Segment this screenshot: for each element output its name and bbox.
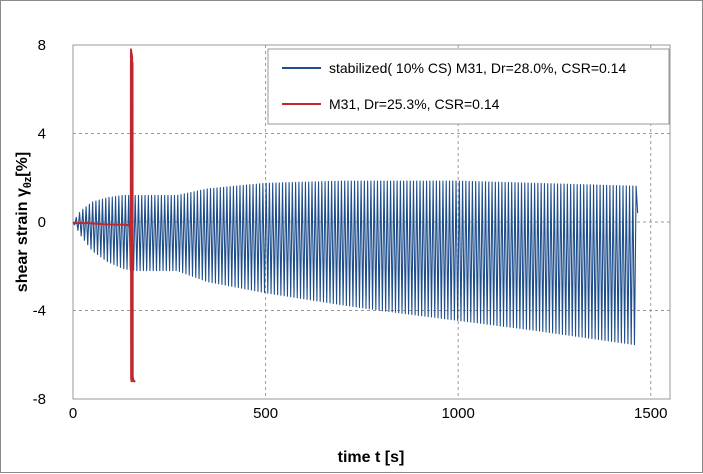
y-tick-label: 4 — [38, 126, 46, 143]
x-tick-label: 1500 — [634, 405, 667, 422]
y-tick-label: -8 — [33, 391, 46, 408]
y-axis-title-subscript: θz — [22, 176, 34, 188]
tick-labels: -8 -4 0 4 8 0 500 1000 1500 — [33, 37, 668, 422]
y-axis-title-main: shear strain γ — [14, 188, 31, 292]
x-tick-label: 0 — [69, 405, 77, 422]
legend-label-stabilized: stabilized( 10% CS) M31, Dr=28.0%, CSR=0… — [329, 60, 626, 76]
legend-label-m31: M31, Dr=25.3%, CSR=0.14 — [329, 96, 500, 112]
series-layer — [72, 48, 639, 383]
series-line-m31 — [73, 48, 136, 383]
y-axis-title: shear strain γθz[%] — [14, 152, 34, 292]
y-axis-title-unit: [%] — [14, 152, 31, 177]
series-line-stabilized — [72, 180, 639, 346]
y-tick-label: 8 — [38, 37, 46, 54]
legend-box — [267, 48, 670, 125]
x-axis-title: time t [s] — [338, 449, 405, 466]
y-tick-label: -4 — [33, 303, 46, 320]
x-tick-label: 1000 — [441, 405, 474, 422]
y-tick-label: 0 — [38, 214, 46, 231]
legend: stabilized( 10% CS) M31, Dr=28.0%, CSR=0… — [267, 48, 670, 125]
x-tick-label: 500 — [253, 405, 278, 422]
